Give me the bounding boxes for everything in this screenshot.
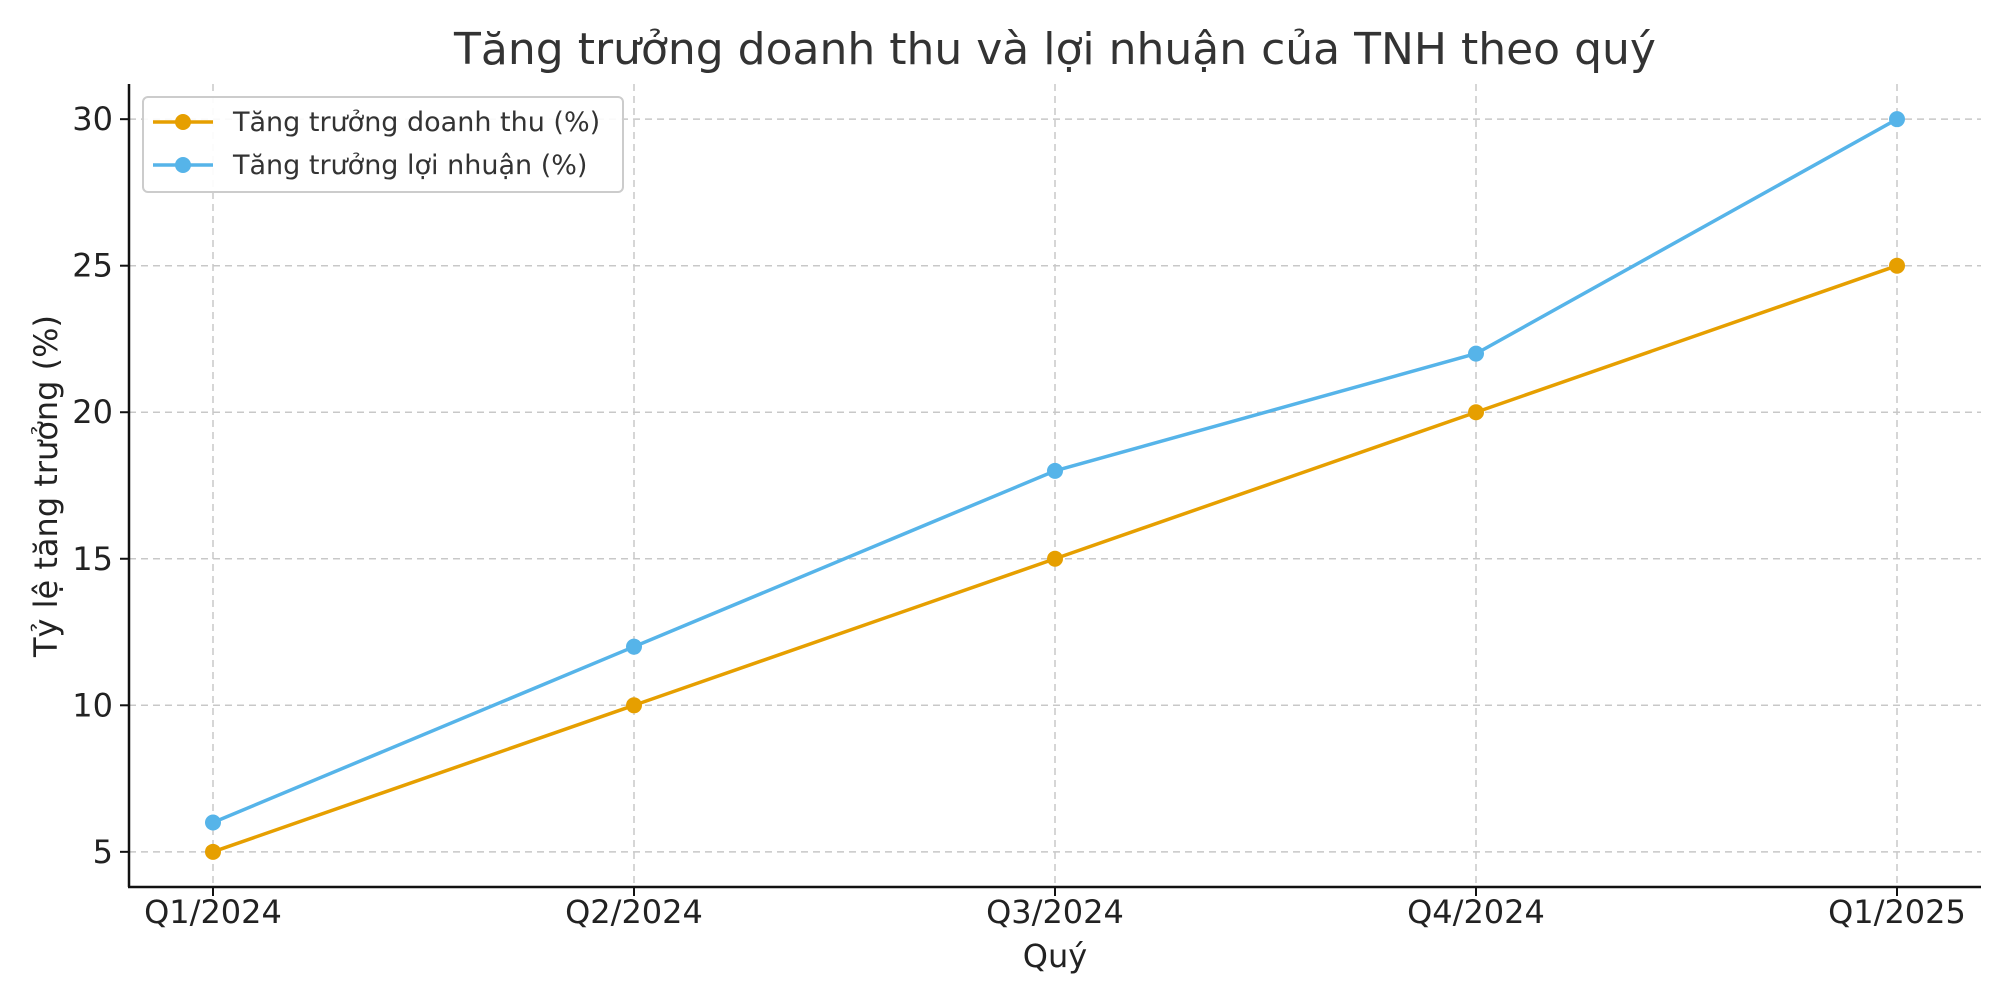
legend-box	[142, 96, 624, 193]
y-axis-label: Tỷ lệ tăng trưởng (%)	[27, 315, 65, 658]
data-point-revenue	[1047, 550, 1063, 567]
y-tick-label: 15	[72, 540, 113, 578]
x-tick-label: Q4/2024	[1407, 893, 1545, 931]
ticks: Q1/2024 Q2/2024 Q3/2024 Q4/2024 Q1/2025 5 10 15…	[72, 100, 1966, 931]
data-point-profit	[1047, 462, 1063, 479]
data-point-profit	[1889, 111, 1905, 128]
x-axis-label: Quý	[1023, 937, 1087, 975]
legend: Tăng trưởng doanh thu (%) Tăng trưởng lợ…	[142, 96, 624, 193]
data-point-revenue	[626, 697, 642, 714]
data-point-revenue	[1468, 404, 1484, 421]
y-tick-label: 20	[72, 393, 113, 431]
data-point-profit	[1468, 345, 1484, 362]
x-tick-label: Q1/2025	[1828, 893, 1966, 931]
data-point-profit	[626, 638, 642, 655]
data-point-revenue	[205, 843, 221, 860]
y-tick-label: 25	[72, 247, 113, 285]
chart-title: Tăng trưởng doanh thu và lợi nhuận của T…	[453, 24, 1656, 75]
legend-marker-revenue	[175, 114, 191, 130]
data-point-profit	[205, 814, 221, 831]
data-point-revenue	[1889, 257, 1905, 274]
legend-marker-profit	[175, 157, 191, 173]
y-tick-label: 10	[72, 686, 113, 724]
legend-label-profit: Tăng trưởng lợi nhuận (%)	[232, 150, 587, 181]
y-tick-label: 5	[93, 833, 113, 871]
grid	[129, 84, 1981, 887]
y-tick-label: 30	[72, 100, 113, 138]
x-tick-label: Q3/2024	[986, 893, 1124, 931]
series	[205, 111, 1905, 860]
x-tick-label: Q1/2024	[144, 893, 282, 931]
legend-label-revenue: Tăng trưởng doanh thu (%)	[232, 107, 600, 138]
x-tick-label: Q2/2024	[565, 893, 703, 931]
